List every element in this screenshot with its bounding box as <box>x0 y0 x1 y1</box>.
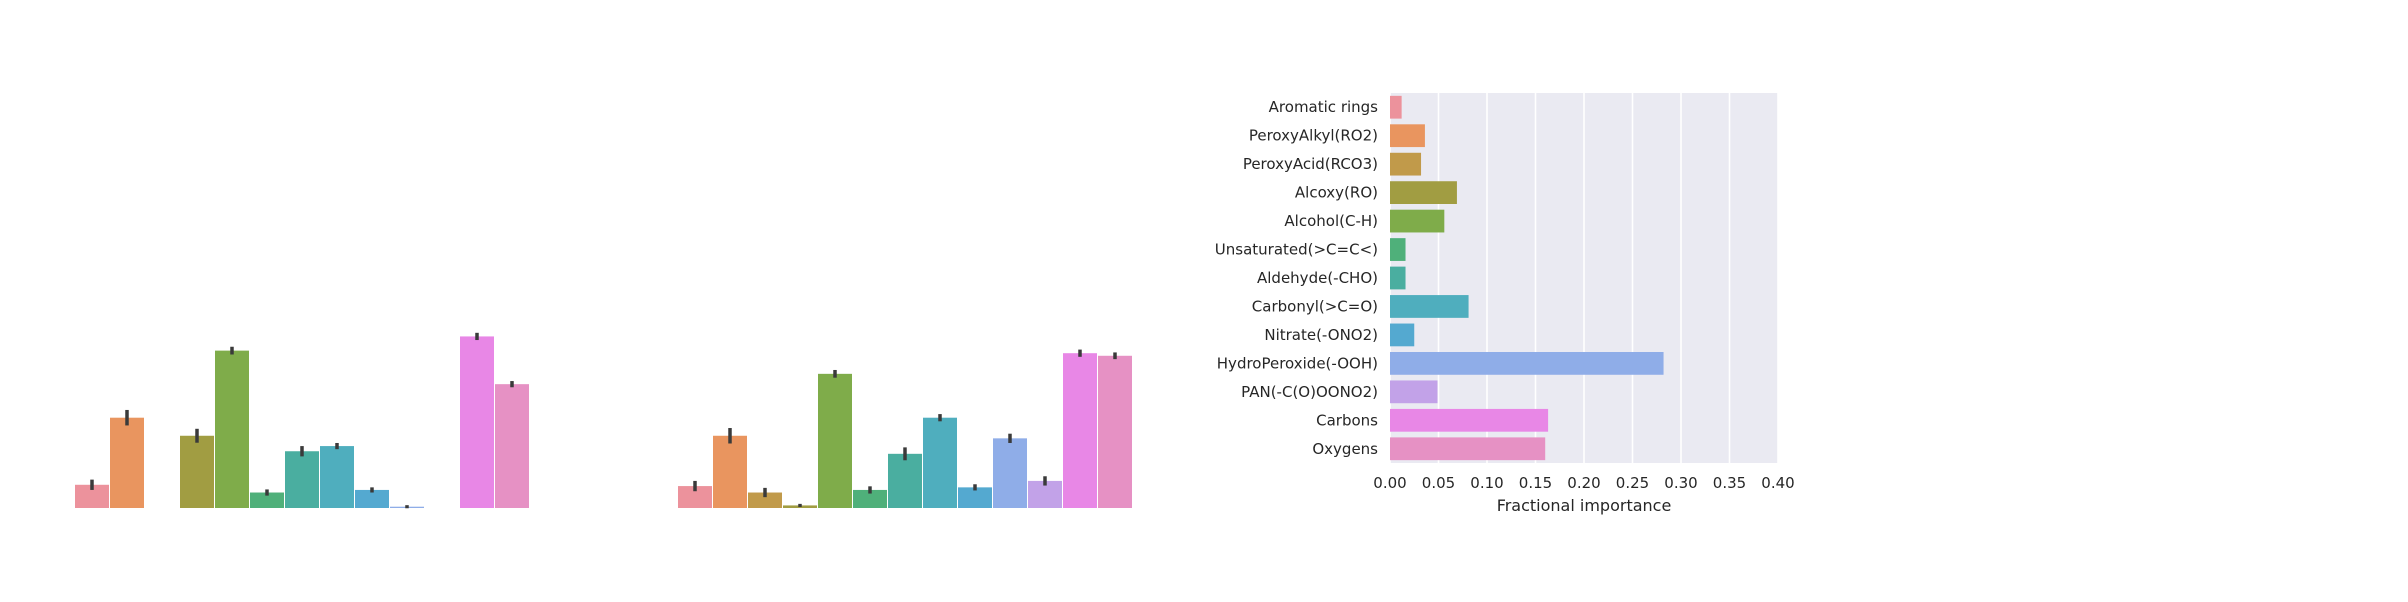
y-tick-label-carbonyl-c-o: Carbonyl(>C=O) <box>1252 297 1378 315</box>
y-tick-label-alcohol-c-h: Alcohol(C-H) <box>1284 212 1378 230</box>
bar-aldehyde-cho <box>285 451 319 508</box>
y-tick-labels: Aromatic rings PeroxyAlkyl(RO2) PeroxyAcid… <box>1215 98 1378 458</box>
bar-unsaturated-c-c <box>1390 238 1406 261</box>
y-tick-label-peroxyalkyl-ro2: PeroxyAlkyl(RO2) <box>1249 127 1378 145</box>
bar-carbons <box>1063 353 1097 508</box>
bar-carbons <box>460 336 494 508</box>
bar-nitrate-ono2 <box>958 487 992 508</box>
y-tick-label-carbons: Carbons <box>1316 411 1378 429</box>
bar-nitrate-ono2 <box>355 489 389 508</box>
x-tick-label: 0.30 <box>1664 474 1697 492</box>
bar-aromatic-rings <box>678 486 712 508</box>
y-tick-label-aldehyde-cho: Aldehyde(-CHO) <box>1257 269 1378 287</box>
bar-peroxyalkyl-ro2 <box>110 417 144 508</box>
bar-peroxyalkyl-ro2 <box>713 435 747 508</box>
bar-peroxyalkyl-ro2 <box>1390 124 1425 148</box>
x-tick-label: 0.10 <box>1470 474 1503 492</box>
x-tick-labels: 0.00 0.05 0.10 0.15 0.20 0.25 0.30 0.35 0.40 <box>1373 474 1794 492</box>
y-tick-label-nitrate-ono2: Nitrate(-ONO2) <box>1264 326 1378 344</box>
x-tick-label: 0.15 <box>1519 474 1552 492</box>
bar-alcoxy-ro <box>1390 181 1457 204</box>
bar-unsaturated-c-c <box>853 489 887 508</box>
bar-peroxyacid-rco3 <box>1390 152 1422 176</box>
bar-oxygens <box>1390 437 1546 461</box>
bar-oxygens <box>495 384 529 508</box>
y-tick-label-alcoxy-ro: Alcoxy(RO) <box>1295 184 1378 202</box>
y-tick-label-aromatic-rings: Aromatic rings <box>1269 98 1379 116</box>
bar-oxygens <box>1098 355 1132 508</box>
bar-carbonyl-c-o <box>1390 295 1469 318</box>
y-tick-label-oxygens: Oxygens <box>1312 440 1378 458</box>
x-tick-label: 0.25 <box>1616 474 1649 492</box>
y-tick-label-hydroperoxide-ooh: HydroPeroxide(-OOH) <box>1217 354 1378 372</box>
bar-alcohol-c-h <box>215 350 249 508</box>
bar-aldehyde-cho <box>888 453 922 508</box>
bar-aromatic-rings <box>1390 95 1402 119</box>
y-tick-label-unsaturated-c-c: Unsaturated(>C=C<) <box>1215 241 1378 259</box>
vertical-bar-chart-1 <box>75 332 529 509</box>
bar-carbonyl-c-o <box>320 446 354 508</box>
y-tick-label-peroxyacid-rco3: PeroxyAcid(RCO3) <box>1243 155 1378 173</box>
bar-pan-c-o-oono2 <box>1390 380 1438 404</box>
bar-unsaturated-c-c <box>250 492 284 508</box>
importance-bars <box>1390 95 1664 461</box>
x-tick-label: 0.05 <box>1422 474 1455 492</box>
bar-aromatic-rings <box>75 484 109 508</box>
bar-alcohol-c-h <box>818 373 852 508</box>
x-tick-label: 0.35 <box>1713 474 1746 492</box>
vertical-bar-chart-2 <box>678 349 1132 508</box>
bar-hydroperoxide-ooh <box>993 438 1027 508</box>
x-tick-label: 0.00 <box>1373 474 1406 492</box>
bar-alcoxy-ro <box>180 435 214 508</box>
bar-nitrate-ono2 <box>1390 323 1415 347</box>
x-tick-label: 0.20 <box>1567 474 1600 492</box>
bar-aldehyde-cho <box>1390 266 1406 290</box>
y-tick-label-pan-c-o-oono2: PAN(-C(O)OONO2) <box>1241 383 1378 401</box>
bar-carbonyl-c-o <box>923 417 957 508</box>
bar-alcohol-c-h <box>1390 209 1445 233</box>
horizontal-importance-chart: Aromatic rings PeroxyAlkyl(RO2) PeroxyAcid… <box>1215 93 1795 515</box>
x-axis-label: Fractional importance <box>1497 496 1672 515</box>
bar-peroxyacid-rco3 <box>748 492 782 508</box>
bar-carbons <box>1390 408 1549 432</box>
bar-hydroperoxide-ooh <box>1390 352 1664 375</box>
x-tick-label: 0.40 <box>1761 474 1794 492</box>
